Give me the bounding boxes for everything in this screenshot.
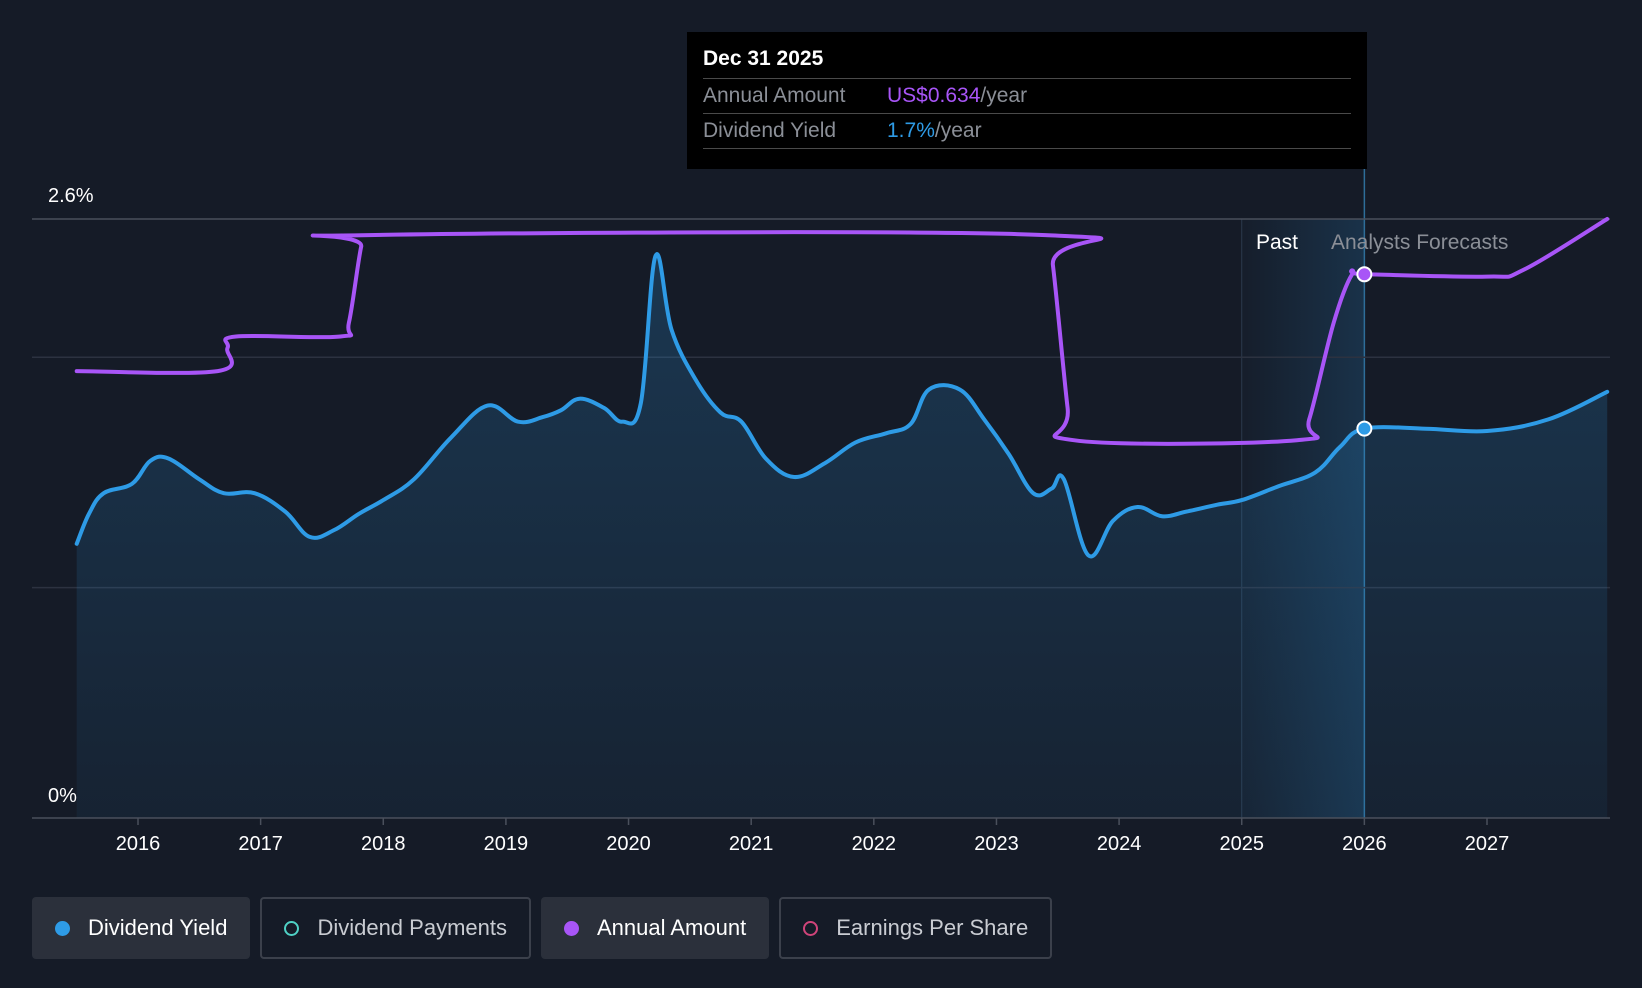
tooltip-yield-unit: /year <box>934 119 982 142</box>
legend-dividend-yield-label: Dividend Yield <box>88 915 228 940</box>
legend-dividend-payments-label: Dividend Payments <box>317 915 507 940</box>
dividend-yield-highlight-point <box>1356 420 1373 437</box>
x-tick-label: 2024 <box>1097 833 1142 855</box>
legend-earnings-per-share-label: Earnings Per Share <box>836 915 1029 940</box>
annual-amount-highlight-point <box>1356 266 1373 283</box>
legend-annual-amount-dot-icon <box>563 920 579 936</box>
legend-dividend-yield-button[interactable]: Dividend Yield <box>32 897 251 959</box>
tooltip-yield-row: Dividend Yield 1.7% /year <box>703 114 1351 149</box>
dividend-yield-area <box>76 254 1608 818</box>
tooltip-date: Dec 31 2025 <box>703 44 1351 79</box>
x-tick-label: 2026 <box>1342 833 1387 855</box>
tooltip-yield-value: 1.7% <box>887 119 935 142</box>
tooltip-annual-row: Annual Amount US$0.634 /year <box>703 79 1351 114</box>
x-tick-label: 2018 <box>361 833 406 855</box>
legend-earnings-per-share-button[interactable]: Earnings Per Share <box>779 897 1053 959</box>
x-tick-label: 2022 <box>852 833 897 855</box>
chart-legend: Dividend Yield Dividend Payments Annual … <box>32 897 1053 959</box>
tooltip-yield-label: Dividend Yield <box>703 119 837 142</box>
x-tick-label: 2023 <box>974 833 1019 855</box>
legend-annual-amount-button[interactable]: Annual Amount <box>540 897 770 959</box>
hover-tooltip: Dec 31 2025 Annual Amount US$0.634 /year… <box>687 32 1367 169</box>
legend-dividend-yield-dot-icon <box>55 920 70 936</box>
past-region-label: Past <box>1256 231 1298 254</box>
dividend-yield-line <box>74 252 1610 559</box>
y-tick-label-top: 2.6% <box>48 185 94 207</box>
legend-dividend-payments-ring-icon <box>284 920 300 936</box>
forecast-region-label: Analysts Forecasts <box>1331 231 1508 254</box>
tooltip-annual-unit: /year <box>980 84 1028 107</box>
annual-amount-line <box>74 217 1610 446</box>
legend-dividend-payments-button[interactable]: Dividend Payments <box>260 897 531 959</box>
x-tick-label: 2017 <box>238 833 283 855</box>
tooltip-annual-value: US$0.634 <box>887 84 981 107</box>
legend-earnings-per-share-ring-icon <box>803 920 819 936</box>
y-tick-label-bottom: 0% <box>48 785 77 807</box>
x-tick-label: 2025 <box>1219 833 1264 855</box>
x-tick-label: 2027 <box>1465 833 1510 855</box>
legend-annual-amount-label: Annual Amount <box>596 915 747 940</box>
x-tick-label: 2021 <box>729 833 774 855</box>
x-tick-label: 2020 <box>606 833 651 855</box>
x-tick-label: 2019 <box>484 833 529 855</box>
tooltip-annual-label: Annual Amount <box>703 84 846 107</box>
x-tick-label: 2016 <box>116 833 161 855</box>
